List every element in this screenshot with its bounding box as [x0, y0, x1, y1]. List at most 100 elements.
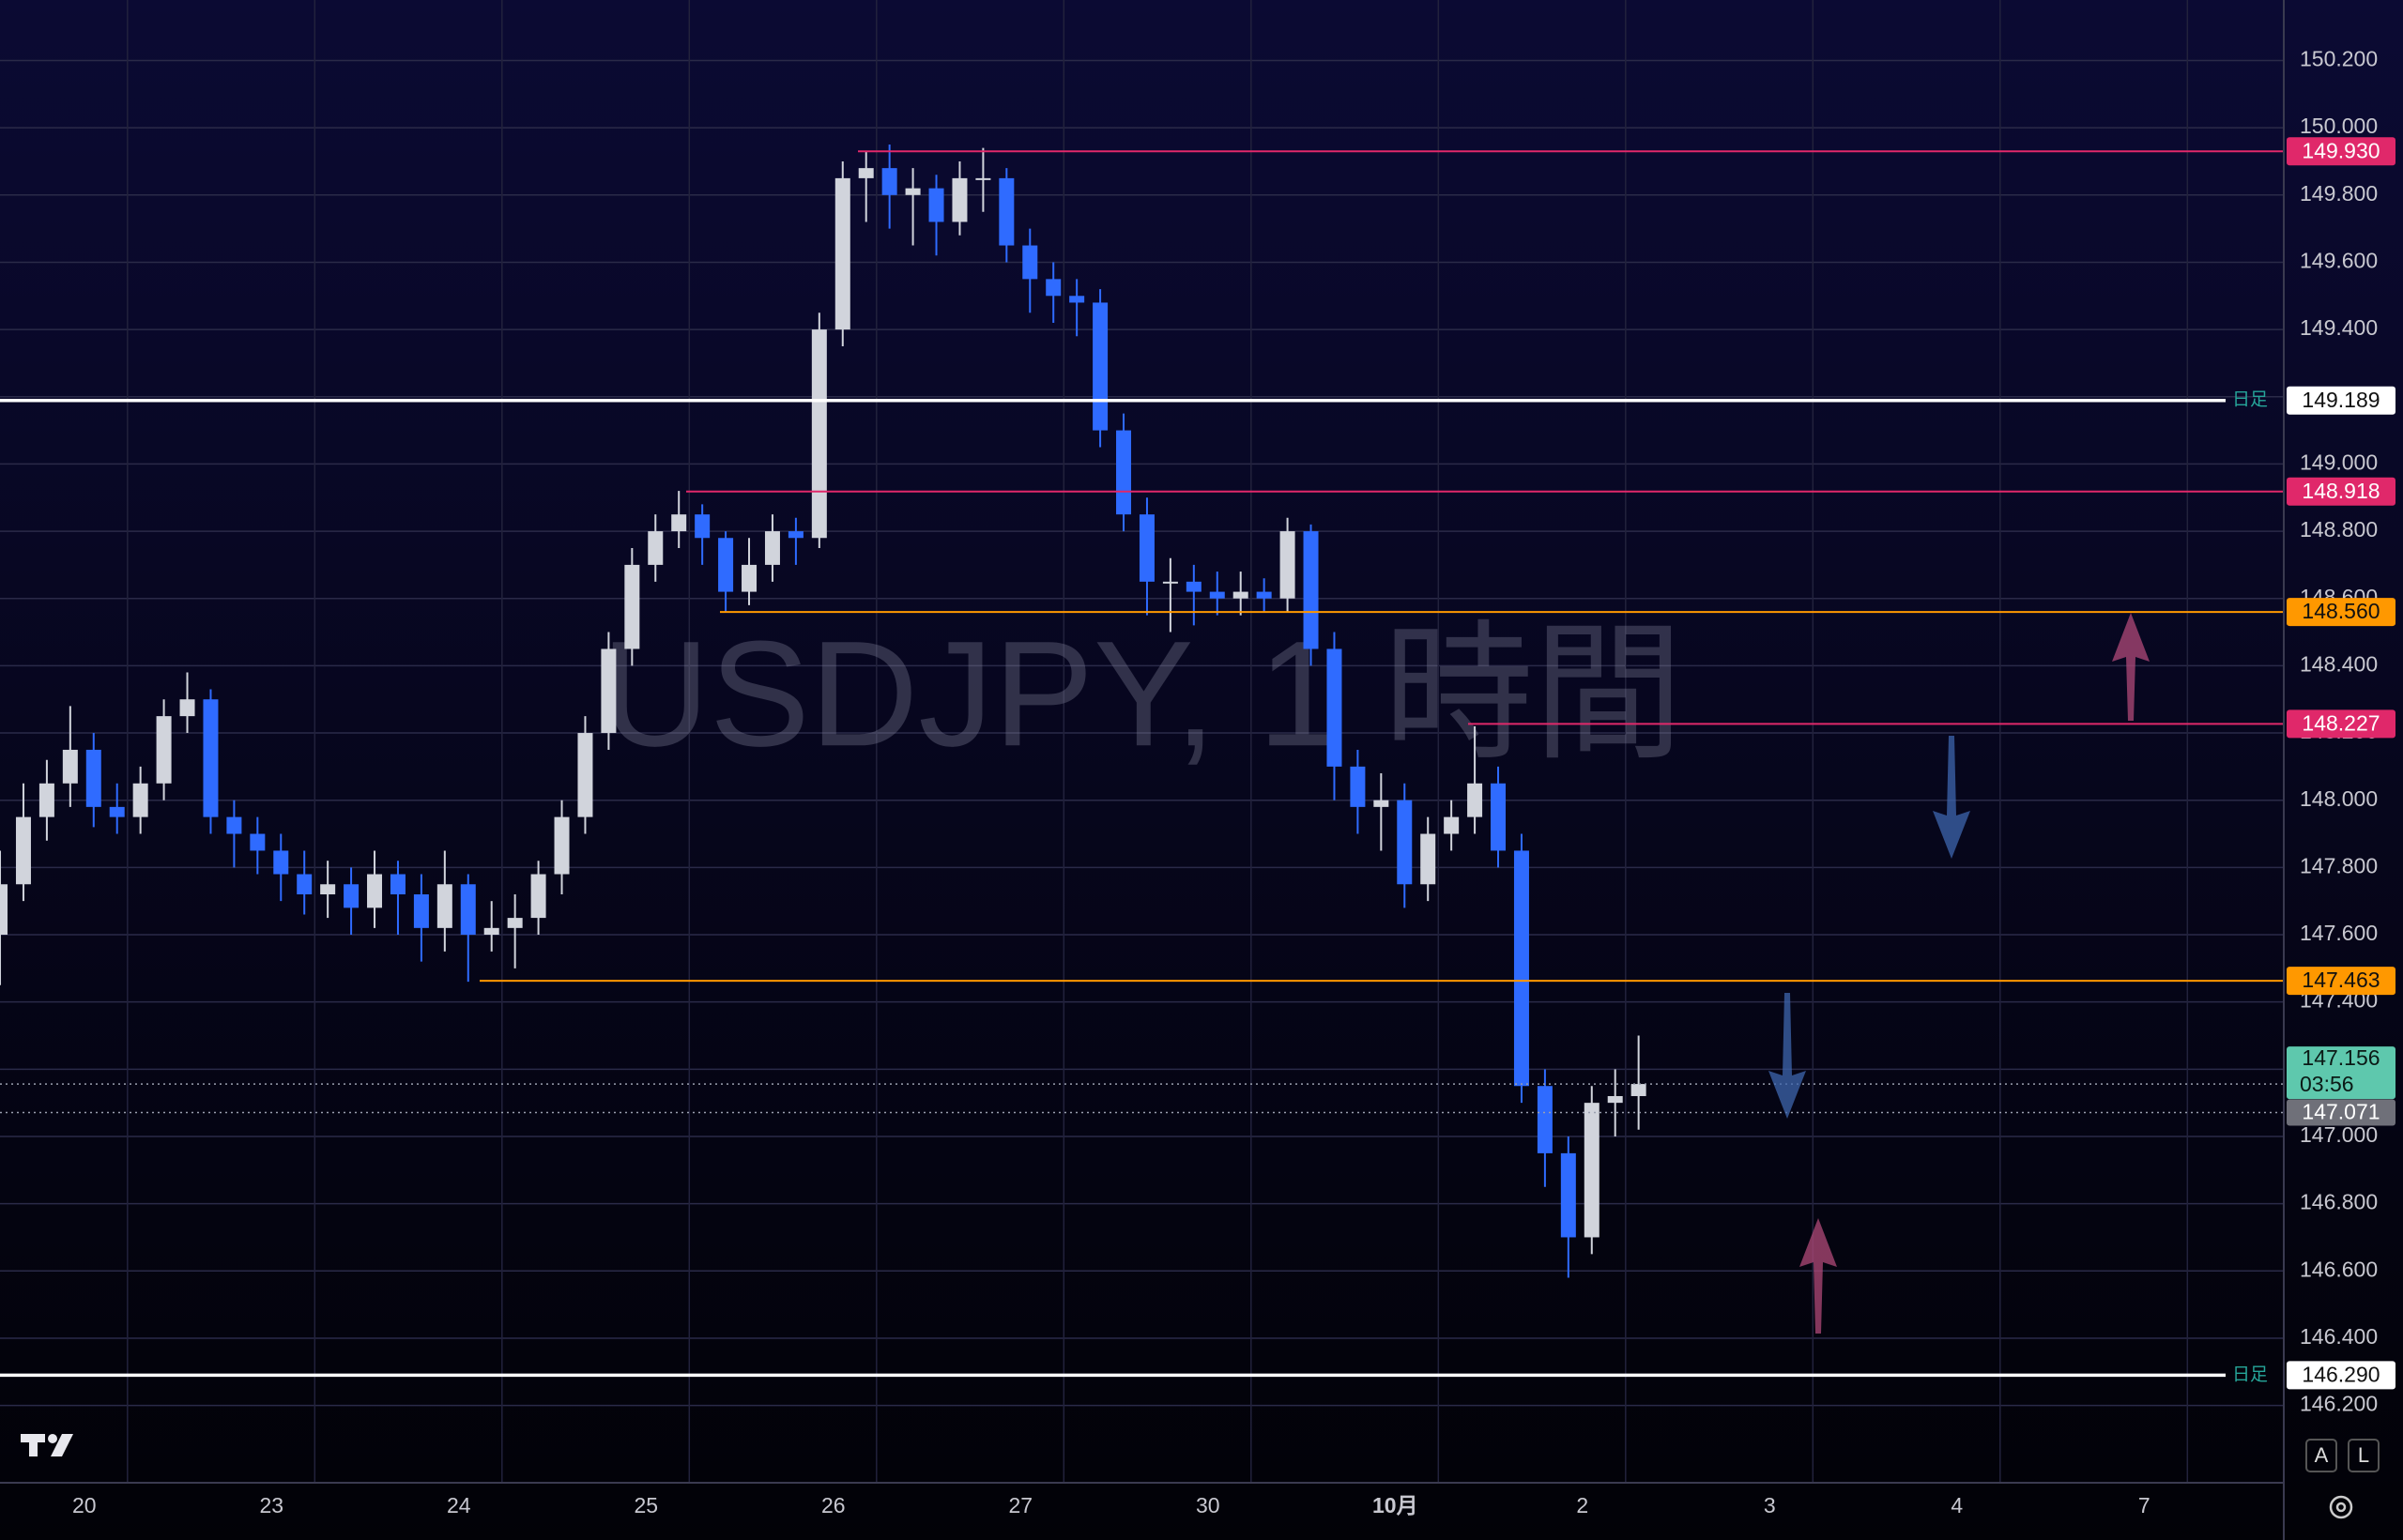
x-tick-label: 4 [1951, 1493, 1963, 1517]
candle-body [273, 850, 289, 875]
y-tick-label: 148.000 [2300, 786, 2378, 811]
candle-body [1350, 766, 1366, 807]
y-tick-label: 147.000 [2300, 1122, 2378, 1147]
daily-level-tag: 日足 [2232, 1365, 2268, 1384]
x-tick-label: 26 [821, 1493, 846, 1517]
y-tick-label: 147.600 [2300, 921, 2378, 945]
y-tick-label: 147.800 [2300, 853, 2378, 877]
watermark: USDJPY, 1 時間 [602, 609, 1684, 777]
candle-body [1467, 783, 1483, 817]
candle-body [788, 531, 804, 539]
y-tick-label: 149.600 [2300, 249, 2378, 273]
candle-body [881, 168, 897, 195]
logo [21, 1434, 73, 1456]
candle-body [1022, 245, 1038, 280]
level-box [2287, 477, 2395, 506]
candle-body [203, 699, 219, 817]
candle-body [624, 564, 640, 649]
price-label: 147.156 [2302, 1045, 2380, 1070]
prev-close-box [2287, 1099, 2395, 1126]
x-tick-label: 7 [2138, 1493, 2150, 1517]
y-tick-label: 146.400 [2300, 1324, 2378, 1349]
candle-body [718, 538, 734, 592]
candle-body [507, 918, 523, 928]
candle-body [1420, 833, 1436, 885]
candle-body [1209, 591, 1225, 599]
candle-body [132, 783, 148, 817]
candle-body [109, 806, 125, 817]
candle-body [952, 177, 968, 222]
level-box [2287, 1361, 2395, 1390]
level-label: 147.463 [2302, 968, 2380, 992]
y-tick-label: 150.400 [2300, 0, 2378, 4]
y-tick-label: 146.200 [2300, 1392, 2378, 1416]
candle-body [390, 874, 406, 895]
x-tick-label: 20 [72, 1493, 97, 1517]
candle-body [1069, 296, 1085, 303]
candle-body [975, 177, 991, 180]
candle-body [1630, 1084, 1646, 1096]
candle-body [858, 168, 874, 178]
candle-body [1607, 1095, 1623, 1104]
candle-body [1537, 1086, 1553, 1153]
x-tick-label: 23 [260, 1493, 284, 1517]
candle-body [62, 749, 78, 784]
candle-body [15, 816, 31, 885]
level-label: 148.560 [2302, 599, 2380, 623]
candle-body [1397, 800, 1413, 885]
level-label: 149.189 [2302, 388, 2380, 412]
level-box [2287, 386, 2395, 415]
candle-body [742, 564, 758, 592]
y-tick-label: 149.400 [2300, 315, 2378, 340]
level-box [2287, 598, 2395, 627]
candle-body [695, 514, 711, 539]
y-tick-label: 148.400 [2300, 651, 2378, 676]
candle-body [1513, 850, 1529, 1087]
level-box [2287, 137, 2395, 166]
candle-body [1093, 302, 1109, 431]
button-auto[interactable]: A [2305, 1439, 2337, 1472]
y-tick-label: 146.800 [2300, 1190, 2378, 1214]
y-tick-label: 150.200 [2300, 47, 2378, 71]
prev-close-label: 147.071 [2302, 1100, 2380, 1124]
daily-level-tag: 日足 [2232, 390, 2268, 410]
candle-body [344, 884, 360, 908]
candle-body [1279, 531, 1295, 599]
grid [0, 0, 2284, 1483]
candle-body [297, 874, 313, 895]
candle-body [1560, 1152, 1576, 1238]
candle-body [648, 531, 664, 565]
arrow-up [2112, 613, 2150, 721]
x-tick-label: 10月 [1372, 1493, 1418, 1517]
settings-icon[interactable] [2329, 1495, 2353, 1519]
candle-body [671, 514, 687, 532]
candle-body [905, 188, 921, 195]
candle-body [1116, 430, 1132, 515]
candle-body [764, 531, 780, 565]
candle-body [1256, 591, 1272, 599]
candle-body [999, 177, 1015, 246]
candle-body [1584, 1103, 1599, 1238]
button-log[interactable]: L [2348, 1439, 2380, 1472]
y-tick-label: 149.800 [2300, 181, 2378, 206]
candle-body [1186, 581, 1202, 592]
y-tick-label: 146.600 [2300, 1257, 2378, 1281]
candle-body [1046, 279, 1062, 297]
x-tick-label: 30 [1196, 1493, 1220, 1517]
candle-body [834, 177, 850, 330]
level-box [2287, 967, 2395, 996]
candle-body [1373, 800, 1389, 807]
candle-body [483, 927, 499, 936]
x-tick-label: 24 [447, 1493, 471, 1517]
y-tick-label: 148.800 [2300, 517, 2378, 541]
arrows [1768, 613, 2150, 1334]
candle-body [1232, 591, 1248, 599]
plot-area [0, 145, 2284, 1378]
x-tick-label: 2 [1576, 1493, 1588, 1517]
candle-body [1491, 783, 1507, 851]
x-tick-label: 3 [1764, 1493, 1776, 1517]
candle-body [1139, 514, 1155, 582]
level-label: 149.930 [2302, 138, 2380, 162]
